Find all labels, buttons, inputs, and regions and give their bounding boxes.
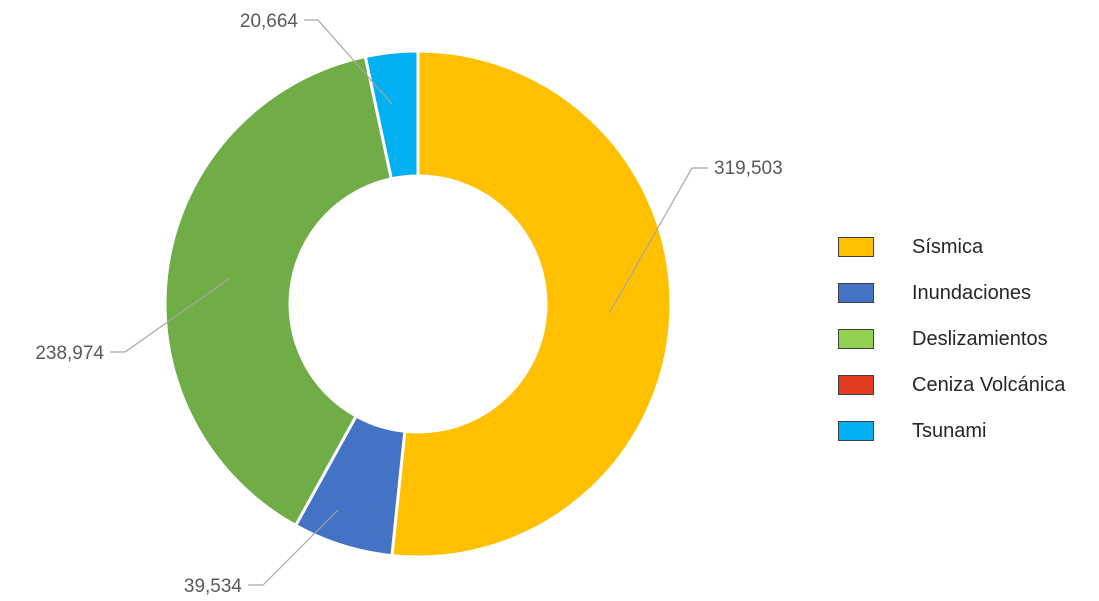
leader-line-inundaciones (248, 509, 339, 586)
legend-item-ceniza-volcanica: Ceniza Volcánica (838, 362, 1098, 408)
legend-label: Sísmica (912, 235, 984, 258)
legend-swatch (838, 329, 874, 349)
legend-item-inundaciones: Inundaciones (838, 270, 1098, 316)
legend-label: Inundaciones (912, 281, 1031, 304)
legend-item-sismica: Sísmica (838, 224, 1098, 270)
legend-swatch (838, 421, 874, 441)
data-label-inundaciones: 39,534 (184, 576, 243, 597)
legend-item-tsunami: Tsunami (838, 408, 1098, 454)
legend-label: Deslizamientos (912, 327, 1048, 350)
legend: Sísmica Inundaciones Deslizamientos Ceni… (838, 224, 1098, 454)
leader-lines-group (110, 19, 708, 586)
slice-sismica (390, 49, 673, 559)
legend-swatch (838, 375, 874, 395)
legend-swatch (838, 237, 874, 257)
slices-group (163, 49, 673, 559)
slice-tsunami (363, 49, 420, 181)
legend-label: Ceniza Volcánica (912, 373, 1066, 396)
data-label-deslizamientos: 238,974 (35, 343, 104, 364)
data-labels-group: 319,503 39,534 238,974 20,664 (35, 11, 782, 597)
leader-line-deslizamientos (110, 277, 231, 353)
legend-label: Tsunami (912, 419, 987, 442)
data-label-sismica: 319,503 (714, 158, 783, 179)
slice-deslizamientos (163, 54, 394, 528)
leader-line-tsunami (304, 19, 393, 105)
legend-item-deslizamientos: Deslizamientos (838, 316, 1098, 362)
data-label-tsunami: 20,664 (240, 11, 299, 32)
legend-swatch (838, 283, 874, 303)
leader-line-sismica (609, 167, 708, 313)
